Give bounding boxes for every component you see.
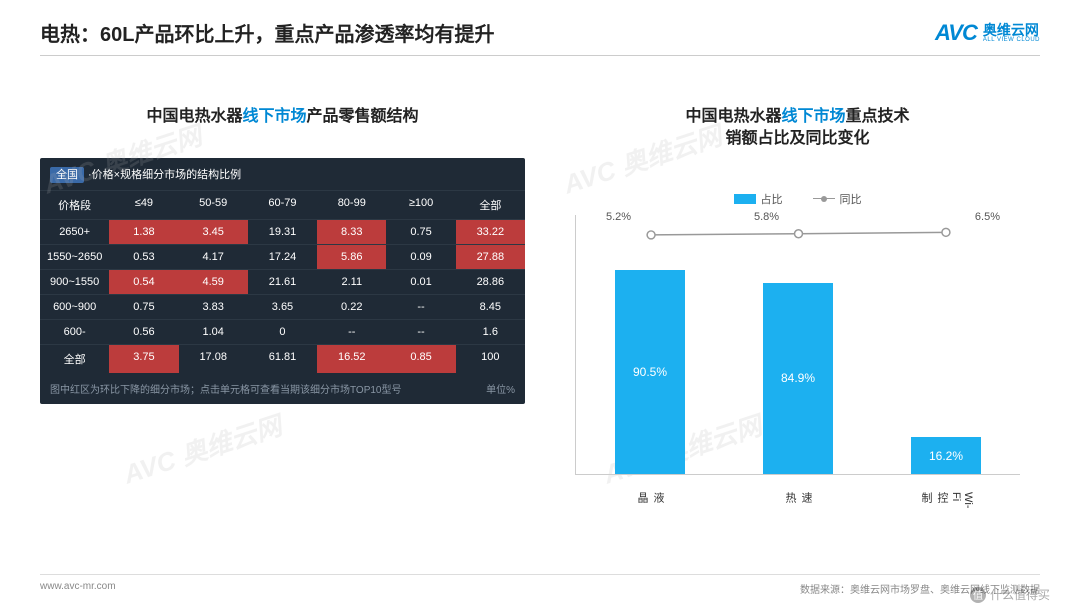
table-cell[interactable]: 33.22 xyxy=(456,220,525,244)
bar-column: 6.5%16.2%Wi-Fi控制 xyxy=(872,215,1020,474)
logo: AVC 奥维云网 ALL VIEW CLOUD xyxy=(935,20,1040,46)
table-cell[interactable]: 100 xyxy=(456,345,525,373)
table-cell[interactable]: 0.54 xyxy=(109,270,178,294)
table-cell[interactable]: 8.33 xyxy=(317,220,386,244)
table-cell[interactable]: -- xyxy=(386,295,455,319)
table-cell[interactable]: 27.88 xyxy=(456,245,525,269)
footer-url: www.avc-mr.com xyxy=(40,581,116,596)
title-highlight: 线下市场 xyxy=(242,108,306,125)
left-panel: 中国电热水器线下市场产品零售额结构 全国 ·价格×规格细分市场的结构比例 价格段≤… xyxy=(40,106,525,521)
title-highlight: 线下市场 xyxy=(781,108,845,125)
table-cell[interactable]: 全部 xyxy=(40,345,109,373)
table-cell[interactable]: 21.61 xyxy=(248,270,317,294)
table-cell[interactable]: 3.45 xyxy=(179,220,248,244)
table-cell[interactable]: 2650+ xyxy=(40,220,109,244)
legend: 占比 同比 xyxy=(575,191,1020,207)
table-cell[interactable]: 2.11 xyxy=(317,270,386,294)
table-row: 1550~26500.534.1717.245.860.0927.88 xyxy=(40,244,525,269)
table-column-header: 80-99 xyxy=(317,191,386,219)
table-cell[interactable]: 17.24 xyxy=(248,245,317,269)
table-cell[interactable]: 1550~2650 xyxy=(40,245,109,269)
table-column-header: 50-59 xyxy=(179,191,248,219)
table-cell[interactable]: 0.53 xyxy=(109,245,178,269)
bottom-watermark: 值 什么值得买 xyxy=(970,586,1050,603)
logo-cn: 奥维云网 xyxy=(983,23,1040,37)
table-cell[interactable]: 28.86 xyxy=(456,270,525,294)
table-column-header: 全部 xyxy=(456,191,525,219)
table-cell[interactable]: 0 xyxy=(248,320,317,344)
logo-en: ALL VIEW CLOUD xyxy=(983,37,1040,43)
table-cell[interactable]: 3.65 xyxy=(248,295,317,319)
title-text: 中国电热水器 xyxy=(146,108,242,125)
table-cell[interactable]: -- xyxy=(317,320,386,344)
table-cell[interactable]: 3.75 xyxy=(109,345,178,373)
watermark-text: 什么值得买 xyxy=(990,586,1050,603)
table-header: 全国 ·价格×规格细分市场的结构比例 xyxy=(40,158,525,190)
table-cell[interactable]: 8.45 xyxy=(456,295,525,319)
table-column-header: 60-79 xyxy=(248,191,317,219)
bars-area: 5.2%90.5%液晶5.8%84.9%速热6.5%16.2%Wi-Fi控制 xyxy=(575,215,1020,475)
table-cell[interactable]: 0.01 xyxy=(386,270,455,294)
table-cell[interactable]: 0.56 xyxy=(109,320,178,344)
title-text: 产品零售额结构 xyxy=(307,108,419,125)
table-head-text: ·价格×规格细分市场的结构比例 xyxy=(88,169,241,181)
table-row: 600~9000.753.833.650.22--8.45 xyxy=(40,294,525,319)
footer: www.avc-mr.com 数据来源：奥维云网市场罗盘、奥维云网线下监测数据 xyxy=(40,574,1040,596)
table-column-header: ≥100 xyxy=(386,191,455,219)
line-value-label: 5.8% xyxy=(754,211,779,223)
data-table: 全国 ·价格×规格细分市场的结构比例 价格段≤4950-5960-7980-99≥… xyxy=(40,158,525,404)
legend-line: 同比 xyxy=(813,191,862,207)
table-column-header: ≤49 xyxy=(109,191,178,219)
bar: 84.9% xyxy=(763,283,833,474)
line-value-label: 5.2% xyxy=(606,211,631,223)
table-foot-right: 单位% xyxy=(486,381,515,396)
table-tag: 全国 xyxy=(50,167,84,183)
table-row: 全部3.7517.0861.8116.520.85100 xyxy=(40,344,525,373)
line-value-label: 6.5% xyxy=(975,211,1000,223)
table-cell[interactable]: 0.75 xyxy=(386,220,455,244)
table-cell[interactable]: 0.85 xyxy=(386,345,455,373)
right-panel: 中国电热水器线下市场重点技术销额占比及同比变化 占比 同比 5.2%90.5%液… xyxy=(555,106,1040,521)
table-foot-left: 图中红区为环比下降的细分市场；点击单元格可查看当期该细分市场TOP10型号 xyxy=(50,381,402,396)
table-cell[interactable]: 600- xyxy=(40,320,109,344)
bar-category-label: 液晶 xyxy=(634,484,666,503)
table-cell[interactable]: 1.6 xyxy=(456,320,525,344)
legend-bar: 占比 xyxy=(734,191,783,207)
table-footer: 图中红区为环比下降的细分市场；点击单元格可查看当期该细分市场TOP10型号 单位… xyxy=(40,373,525,404)
table-row: 2650+1.383.4519.318.330.7533.22 xyxy=(40,219,525,244)
table-column-header: 价格段 xyxy=(40,191,109,219)
chart: 占比 同比 5.2%90.5%液晶5.8%84.9%速热6.5%16.2%Wi-… xyxy=(555,181,1040,521)
table-cell[interactable]: 1.38 xyxy=(109,220,178,244)
table-cell[interactable]: 16.52 xyxy=(317,345,386,373)
title-text: 中国电热水器 xyxy=(685,108,781,125)
table-cell[interactable]: 0.09 xyxy=(386,245,455,269)
table-cell[interactable]: 0.75 xyxy=(109,295,178,319)
left-title: 中国电热水器线下市场产品零售额结构 xyxy=(40,106,525,128)
watermark-icon: 值 xyxy=(970,587,986,603)
header: 电热：60L产品环比上升，重点产品渗透率均有提升 AVC 奥维云网 ALL VI… xyxy=(0,0,1080,55)
table-row: 900~15500.544.5921.612.110.0128.86 xyxy=(40,269,525,294)
page-title: 电热：60L产品环比上升，重点产品渗透率均有提升 xyxy=(40,18,494,47)
table-cell[interactable]: 3.83 xyxy=(179,295,248,319)
table-cell[interactable]: 4.17 xyxy=(179,245,248,269)
table-row: 600-0.561.040----1.6 xyxy=(40,319,525,344)
logo-mark: AVC xyxy=(935,20,977,46)
bar-column: 5.8%84.9%速热 xyxy=(724,215,872,474)
bar-column: 5.2%90.5%液晶 xyxy=(576,215,724,474)
table-cell[interactable]: 61.81 xyxy=(248,345,317,373)
right-title: 中国电热水器线下市场重点技术销额占比及同比变化 xyxy=(555,106,1040,151)
bar-category-label: 速热 xyxy=(782,484,814,503)
bar: 16.2% xyxy=(911,437,981,473)
table-cell[interactable]: 1.04 xyxy=(179,320,248,344)
table-cell[interactable]: 19.31 xyxy=(248,220,317,244)
table-cell[interactable]: 0.22 xyxy=(317,295,386,319)
table-cell[interactable]: 4.59 xyxy=(179,270,248,294)
table-cell[interactable]: -- xyxy=(386,320,455,344)
bar: 90.5% xyxy=(615,270,685,474)
bar-category-label: Wi-Fi控制 xyxy=(918,484,974,509)
table-cell[interactable]: 900~1550 xyxy=(40,270,109,294)
table-cell[interactable]: 5.86 xyxy=(317,245,386,269)
table-cell[interactable]: 600~900 xyxy=(40,295,109,319)
table-cell[interactable]: 17.08 xyxy=(179,345,248,373)
